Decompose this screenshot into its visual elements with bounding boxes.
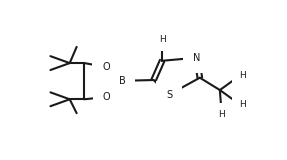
Text: B: B <box>119 76 125 86</box>
Text: H: H <box>239 100 246 109</box>
Text: N: N <box>193 53 200 64</box>
Text: O: O <box>103 92 110 102</box>
Text: H: H <box>159 35 166 44</box>
Text: H: H <box>239 71 246 80</box>
Text: H: H <box>218 110 225 119</box>
Text: O: O <box>102 62 110 72</box>
Text: S: S <box>166 90 172 100</box>
